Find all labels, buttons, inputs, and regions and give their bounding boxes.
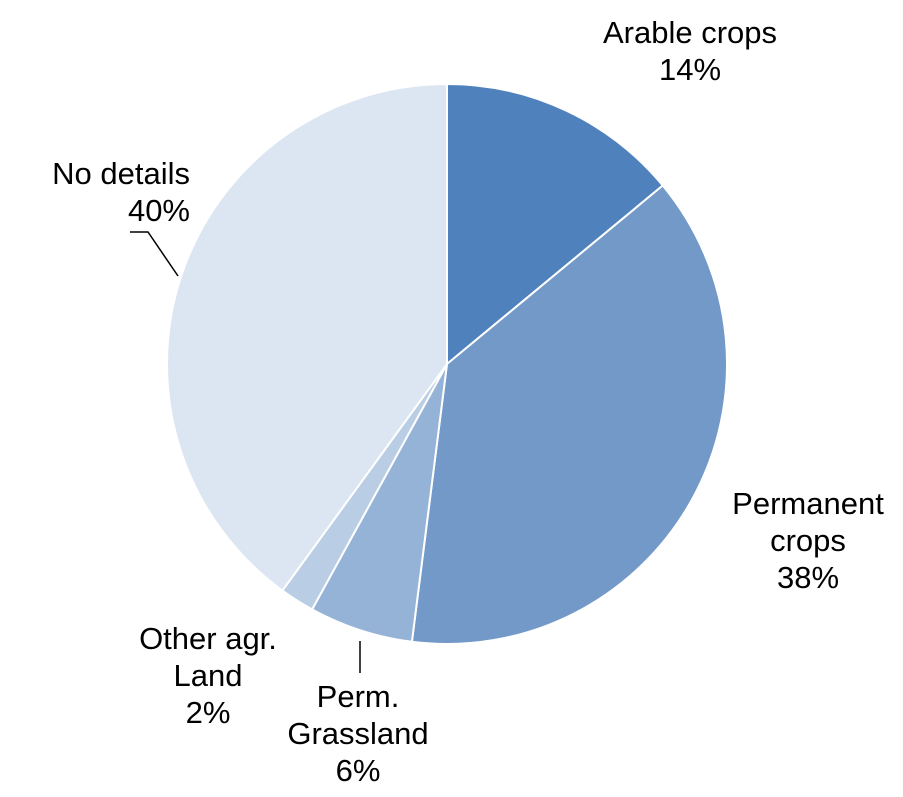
- data-label: Perm. Grassland 6%: [268, 678, 448, 789]
- pie-slice: [446, 82, 665, 367]
- pie-slice: [410, 184, 728, 645]
- value-label: 40%: [127, 193, 190, 228]
- category-label: Arable crops: [602, 15, 778, 50]
- data-label: Arable crops 14%: [560, 14, 820, 88]
- category-label: No details: [52, 156, 190, 191]
- pie-slice: [166, 82, 448, 592]
- leader-line: [130, 231, 179, 277]
- value-label: 14%: [658, 52, 722, 87]
- value-label: 2%: [185, 695, 231, 730]
- data-label: Other agr. Land 2%: [108, 620, 308, 731]
- data-label: Permanent crops 38%: [710, 485, 903, 596]
- value-label: 38%: [776, 560, 840, 595]
- category-label: Perm. Grassland: [287, 679, 429, 751]
- category-label: Other agr. Land: [139, 621, 277, 693]
- category-label: Permanent crops: [732, 486, 884, 558]
- value-label: 6%: [335, 753, 381, 788]
- data-label: No details 40%: [0, 155, 190, 229]
